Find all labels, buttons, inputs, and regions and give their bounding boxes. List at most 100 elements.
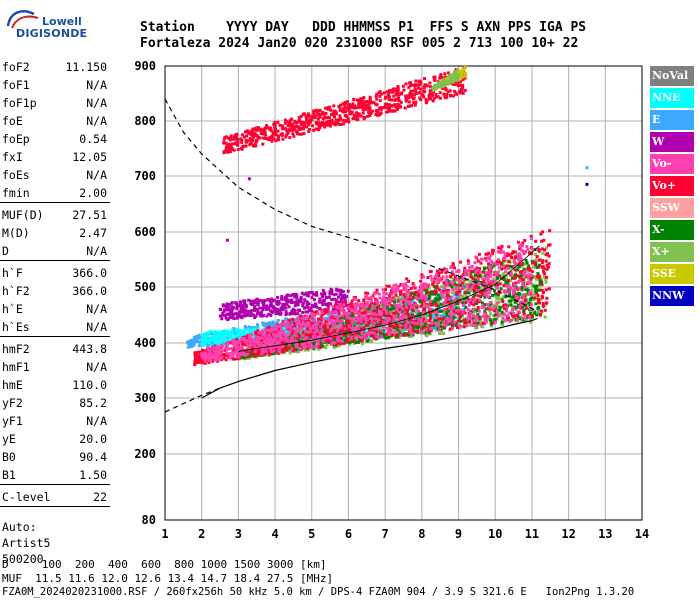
echo-point xyxy=(422,307,426,311)
echo-point xyxy=(305,293,309,297)
echo-point xyxy=(460,301,464,305)
echo-point xyxy=(238,341,242,345)
echo-point xyxy=(427,331,431,335)
echo-point xyxy=(476,259,480,263)
echo-point xyxy=(431,282,435,286)
echo-point xyxy=(441,325,445,329)
echo-point xyxy=(276,302,280,306)
echo-point xyxy=(361,323,365,327)
echo-point xyxy=(366,320,370,324)
legend-item: NNE xyxy=(650,88,694,108)
echo-point xyxy=(418,311,422,315)
echo-point xyxy=(507,293,511,297)
echo-point xyxy=(535,313,539,317)
echo-point xyxy=(338,308,342,312)
echo-point xyxy=(409,293,413,297)
echo-point xyxy=(349,302,353,306)
legend-item: X+ xyxy=(650,242,694,262)
echo-point xyxy=(269,313,273,317)
echo-point xyxy=(332,297,336,301)
echo-point xyxy=(301,304,305,308)
echo-point xyxy=(547,287,551,291)
echo-point xyxy=(513,281,517,285)
echo-point xyxy=(428,307,432,311)
echo-point xyxy=(545,252,549,256)
echo-point xyxy=(416,323,420,327)
echo-point xyxy=(405,310,409,314)
echo-point xyxy=(240,304,244,308)
echo-point xyxy=(299,297,303,301)
echo-point xyxy=(500,322,504,326)
echo-point xyxy=(388,324,392,328)
echo-point xyxy=(238,315,242,319)
echo-point xyxy=(474,293,478,297)
echo-point xyxy=(425,288,429,292)
echo-point xyxy=(427,297,431,301)
echo-point xyxy=(463,311,467,315)
plot-frame xyxy=(164,65,643,521)
echo-point xyxy=(467,291,471,295)
echo-point xyxy=(510,295,514,299)
echo-point xyxy=(391,333,395,337)
echo-point xyxy=(293,304,297,308)
echo-point xyxy=(234,311,238,315)
echo-point xyxy=(500,320,504,324)
echo-point xyxy=(251,335,255,339)
echo-point xyxy=(526,267,530,271)
echo-point xyxy=(413,319,417,323)
echo-point xyxy=(454,321,458,325)
echo-point xyxy=(294,339,298,343)
param-row: hmF1 N/A xyxy=(2,360,107,374)
echo-point xyxy=(510,309,514,313)
echo-point xyxy=(220,336,224,340)
echo-point xyxy=(273,306,277,310)
echo-point xyxy=(540,265,544,269)
echo-point xyxy=(497,296,501,300)
echo-point xyxy=(439,321,443,325)
echo-point xyxy=(272,352,276,356)
echo-point xyxy=(247,356,251,360)
echo-point xyxy=(396,295,400,299)
echo-point xyxy=(536,310,540,314)
echo-point xyxy=(191,344,195,348)
echo-point xyxy=(513,300,517,304)
echo-point xyxy=(462,280,466,284)
echo-point xyxy=(456,326,460,330)
echo-point xyxy=(492,318,496,322)
echo-point xyxy=(211,343,215,347)
echo-point xyxy=(517,251,521,255)
echo-point xyxy=(499,287,503,291)
echo-point xyxy=(507,299,511,303)
echo-point xyxy=(418,321,422,325)
echo-point xyxy=(479,261,483,265)
echo-point xyxy=(337,300,341,304)
echo-point xyxy=(469,275,473,279)
echo-point xyxy=(545,263,549,267)
echo-point xyxy=(491,293,495,297)
echo-point xyxy=(487,305,491,309)
param-name: foF2 xyxy=(2,60,30,74)
echo-point xyxy=(200,360,204,364)
echo-point xyxy=(404,298,408,302)
echo-point xyxy=(218,307,222,311)
echo-point xyxy=(394,322,398,326)
echo-point xyxy=(434,302,438,306)
echo-point xyxy=(317,300,321,304)
echo-point xyxy=(405,277,409,281)
echo-point xyxy=(230,331,234,335)
param-name: fxI xyxy=(2,150,23,164)
echo-point xyxy=(235,353,239,357)
echo-point xyxy=(401,322,405,326)
echo-point xyxy=(272,309,276,313)
echo-point xyxy=(507,260,511,264)
echo-point xyxy=(440,293,444,297)
echo-point xyxy=(498,274,502,278)
echo-point xyxy=(460,274,464,278)
echo-point xyxy=(275,312,279,316)
echo-point xyxy=(240,332,244,336)
echo-point xyxy=(252,326,256,330)
echo-point xyxy=(455,295,459,299)
echo-point xyxy=(452,307,456,311)
echo-point xyxy=(302,314,306,318)
echo-point xyxy=(518,270,522,274)
